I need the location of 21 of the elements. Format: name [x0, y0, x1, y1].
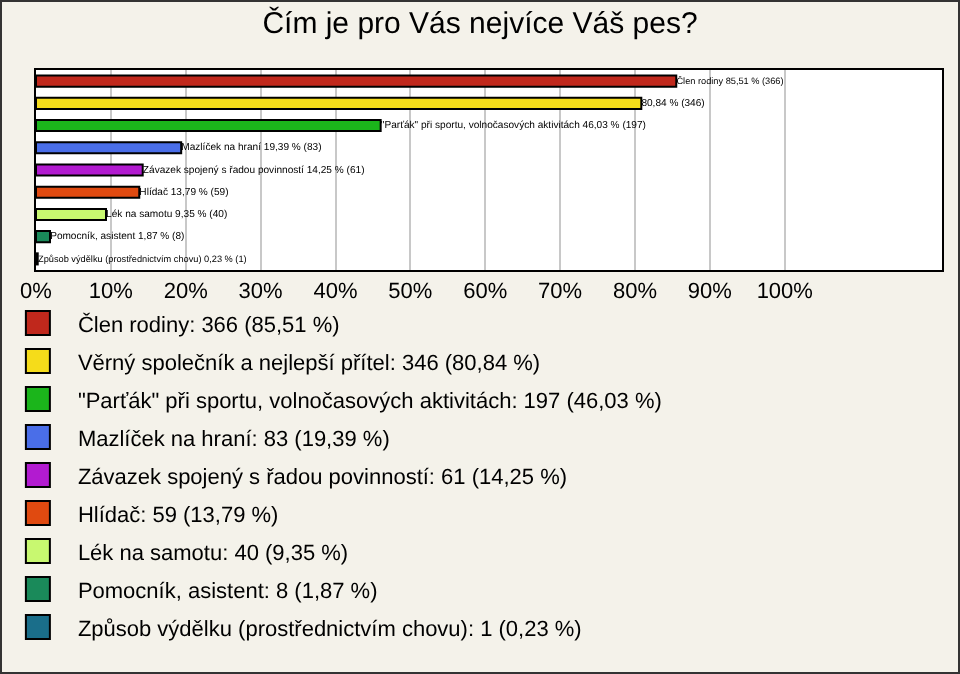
x-tick-label: 60%	[463, 280, 508, 305]
legend-label: Věrný společník a nejlepší přítel: 346 (80,84 %)	[77, 351, 541, 376]
x-tick-label: 100%	[756, 280, 814, 305]
x-tick-label: 0%	[20, 280, 53, 305]
legend-label: Mazlíček na hraní: 83 (19,39 %)	[77, 427, 390, 452]
legend-label: Pomocník, asistent: 8 (1,87 %)	[77, 579, 378, 604]
x-tick-label: 30%	[238, 280, 284, 305]
x-tick-label: 80%	[612, 280, 658, 305]
x-tick-label: 90%	[687, 280, 733, 305]
legend-label: Způsob výdělku (prostřednictvím chovu): 1 (0,23 %)	[77, 617, 582, 642]
x-tick-label: 40%	[313, 280, 358, 305]
chart-title: Čím je pro Vás nejvíce Váš pes?	[262, 5, 698, 42]
legend-label: Lék na samotu: 40 (9,35 %)	[77, 541, 349, 566]
legend-label: Hlídač: 59 (13,79 %)	[77, 503, 279, 528]
x-tick-label: 10%	[88, 280, 134, 305]
x-tick-label: 70%	[538, 280, 583, 305]
legend-label: "Parťák" při sportu, volnočasových aktivitách: 197 (46,03 %)	[77, 389, 662, 414]
legend-label: Člen rodiny: 366 (85,51 %)	[77, 311, 340, 338]
legend-label: Závazek spojený s řadou povinností: 61 (14,25 %)	[77, 465, 568, 490]
x-tick-label: 50%	[388, 280, 433, 305]
x-tick-label: 20%	[163, 280, 209, 305]
